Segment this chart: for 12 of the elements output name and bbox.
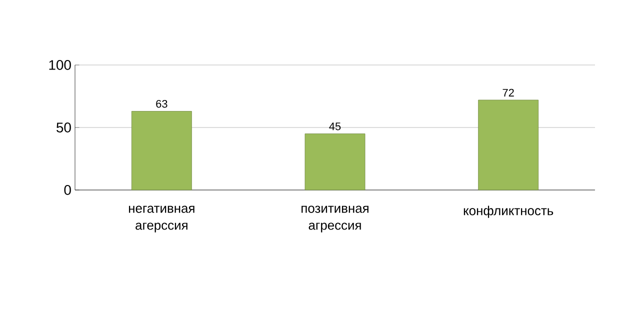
data-label: 63 bbox=[156, 100, 168, 108]
y-tick-label: 0 bbox=[64, 185, 71, 195]
bar bbox=[304, 134, 366, 190]
y-tick-label: 50 bbox=[56, 122, 71, 132]
x-tick-label: негативная агерссия bbox=[128, 206, 194, 232]
x-tick-label: позитивная агрессия bbox=[302, 206, 368, 232]
y-tick-label: 100 bbox=[49, 60, 71, 70]
data-label: 45 bbox=[329, 122, 341, 130]
bar bbox=[478, 100, 539, 190]
bar bbox=[131, 111, 192, 190]
x-tick-label: конфликтность bbox=[464, 206, 554, 218]
data-label: 72 bbox=[502, 88, 514, 96]
